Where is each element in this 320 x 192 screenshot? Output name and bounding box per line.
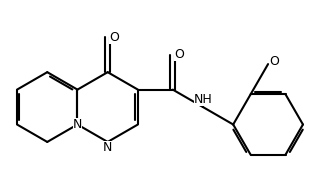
Text: O: O [174, 48, 184, 61]
Text: O: O [270, 55, 280, 68]
Text: NH: NH [194, 93, 212, 106]
Text: N: N [103, 141, 112, 154]
Text: O: O [109, 31, 119, 44]
Text: N: N [73, 118, 82, 131]
